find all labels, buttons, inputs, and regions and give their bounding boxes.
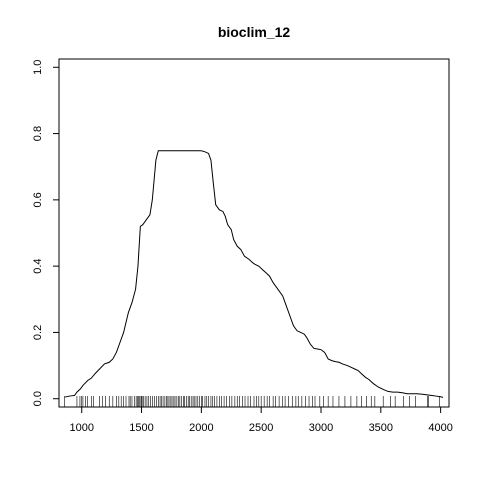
x-tick-label: 3500 (369, 422, 393, 434)
plot-frame (59, 59, 449, 407)
rug-plot (64, 396, 439, 407)
response-curve (65, 151, 443, 398)
y-tick-label: 0.6 (32, 192, 44, 207)
y-tick-label: 0.4 (32, 258, 44, 273)
x-tick-label: 1500 (129, 422, 153, 434)
x-tick-label: 3000 (309, 422, 333, 434)
y-tick-label: 0.0 (32, 391, 44, 406)
x-tick-label: 4000 (428, 422, 452, 434)
x-tick-label: 2500 (249, 422, 273, 434)
chart-title: bioclim_12 (218, 24, 291, 40)
x-axis: 1000 1500 2000 2500 3000 3500 4000 (69, 407, 452, 434)
y-tick-label: 1.0 (32, 60, 44, 75)
x-tick-label: 1000 (69, 422, 93, 434)
y-axis: 0.0 0.2 0.4 0.6 0.8 1.0 (32, 60, 59, 407)
y-tick-label: 0.2 (32, 325, 44, 340)
y-tick-label: 0.8 (32, 126, 44, 141)
x-tick-label: 2000 (189, 422, 213, 434)
